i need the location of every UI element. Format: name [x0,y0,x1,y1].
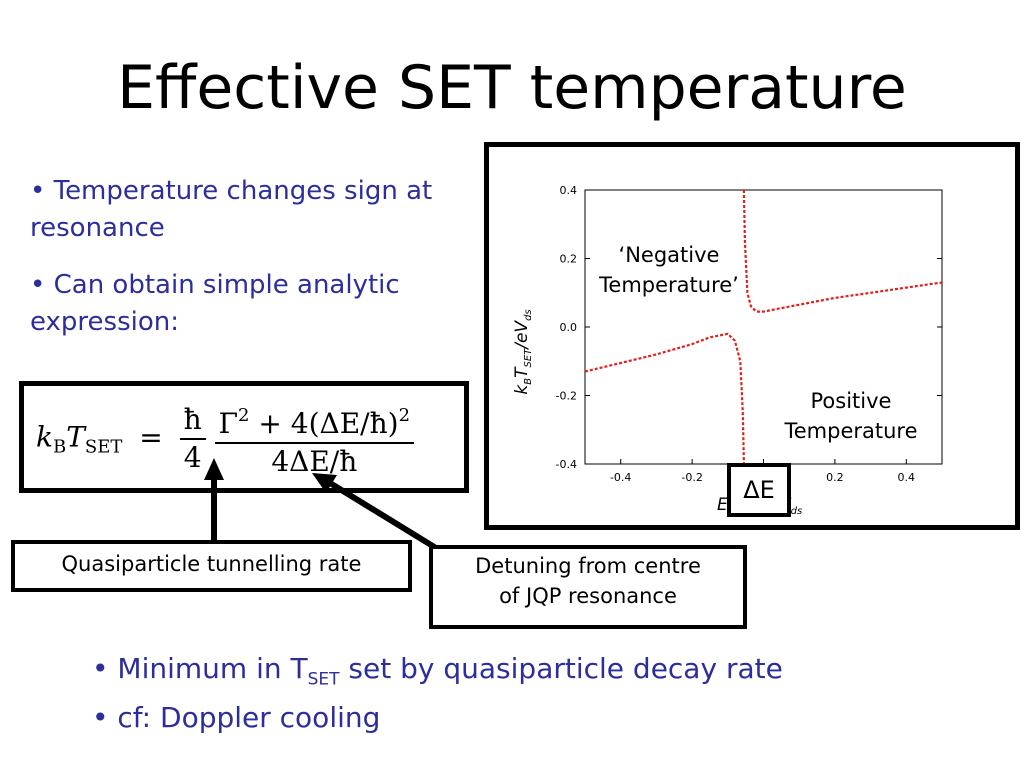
arrow-detuning-shaft [328,480,438,551]
annotation-negative-line1: ‘Negative [619,243,720,267]
x-tick-label: -0.4 [610,471,631,484]
eq-equals: = [139,420,163,454]
eq-gamma: Γ [218,407,239,440]
eq-frac1-num: ħ [183,403,202,436]
arrow-detuning-head [312,473,337,493]
arrow-gamma-head [204,458,224,480]
y-tick-label: 0.2 [560,253,578,266]
bullet-doppler: • cf: Doppler cooling [92,700,381,734]
eq-frac1-den: 4 [179,438,206,476]
left-bullet-list: • Temperature changes sign at resonance … [30,173,450,361]
eq-frac2-den: 4ΔE/ħ [214,442,415,480]
equation-box [19,381,469,493]
callout-detuning-line1: Detuning from centre [475,554,701,578]
y-axis-label: kBTSET/eVds [512,309,534,394]
temperature-chart: -0.4 -0.2 0.0 0.2 0.4 -0.4 -0.2 0.0 0.2 0.4 kBTS… [512,184,943,517]
annotation-negative-line2: Temperature’ [598,273,739,297]
y-tick-label: -0.4 [556,458,577,471]
eq-T: T [66,420,85,454]
slide-title: Effective SET temperature [117,53,907,123]
eq-detuning-sup: 2 [398,405,411,426]
eq-T-sub: SET [84,436,123,458]
callout-detuning: Detuning from centre of JQP resonance [429,545,747,629]
series-line-positive-branch [742,189,943,313]
annotation-positive-line2: Temperature [783,419,917,443]
bullet-minimum-pre: • Minimum in T [92,652,308,685]
eq-k: k [36,420,53,454]
eq-frac-main: Γ2 + 4(ΔE/ħ)2 4ΔE/ħ [214,398,415,480]
callout-detuning-line2: of JQP resonance [499,584,677,608]
temperature-equation: kBTSET = ħ 4 Γ2 + 4(ΔE/ħ)2 4ΔE/ħ [36,398,415,480]
eq-gamma-sup: 2 [238,405,250,426]
y-ticks: -0.4 -0.2 0.0 0.2 0.4 [556,184,942,471]
eq-k-sub: B [52,436,67,458]
x-tick-label: 0.2 [826,471,844,484]
y-tick-label: 0.4 [560,184,578,197]
bottom-bullet-list: • Minimum in TSET set by quasiparticle d… [92,650,992,737]
x-tick-label: -0.2 [681,471,702,484]
bullet-minimum-sub: SET [307,669,340,690]
callout-gamma: Quasiparticle tunnelling rate [11,540,412,592]
x-axis-label: E [717,495,728,515]
x-tick-label: 0.4 [898,471,916,484]
series-line-negative-branch [584,332,745,465]
eq-frac-hbar-4: ħ 4 [179,402,206,476]
bullet-minimum-post: set by quasiparticle decay rate [339,652,783,685]
series-group [584,189,943,465]
bullet-analytic-expression: • Can obtain simple analytic expression: [30,270,400,337]
y-tick-label: -0.2 [556,390,577,403]
y-tick-label: 0.0 [560,321,578,334]
delta-e-label: ΔE [727,463,791,517]
bullet-minimum: • Minimum in TSET set by quasiparticle d… [92,650,992,699]
annotation-positive-line1: Positive [811,389,892,413]
bullet-temperature-sign: • Temperature changes sign at resonance [30,176,433,243]
eq-frac2-num: Γ2 + 4(ΔE/ħ)2 [215,398,414,442]
eq-detuning-term: + 4(ΔE/ħ) [249,407,399,440]
